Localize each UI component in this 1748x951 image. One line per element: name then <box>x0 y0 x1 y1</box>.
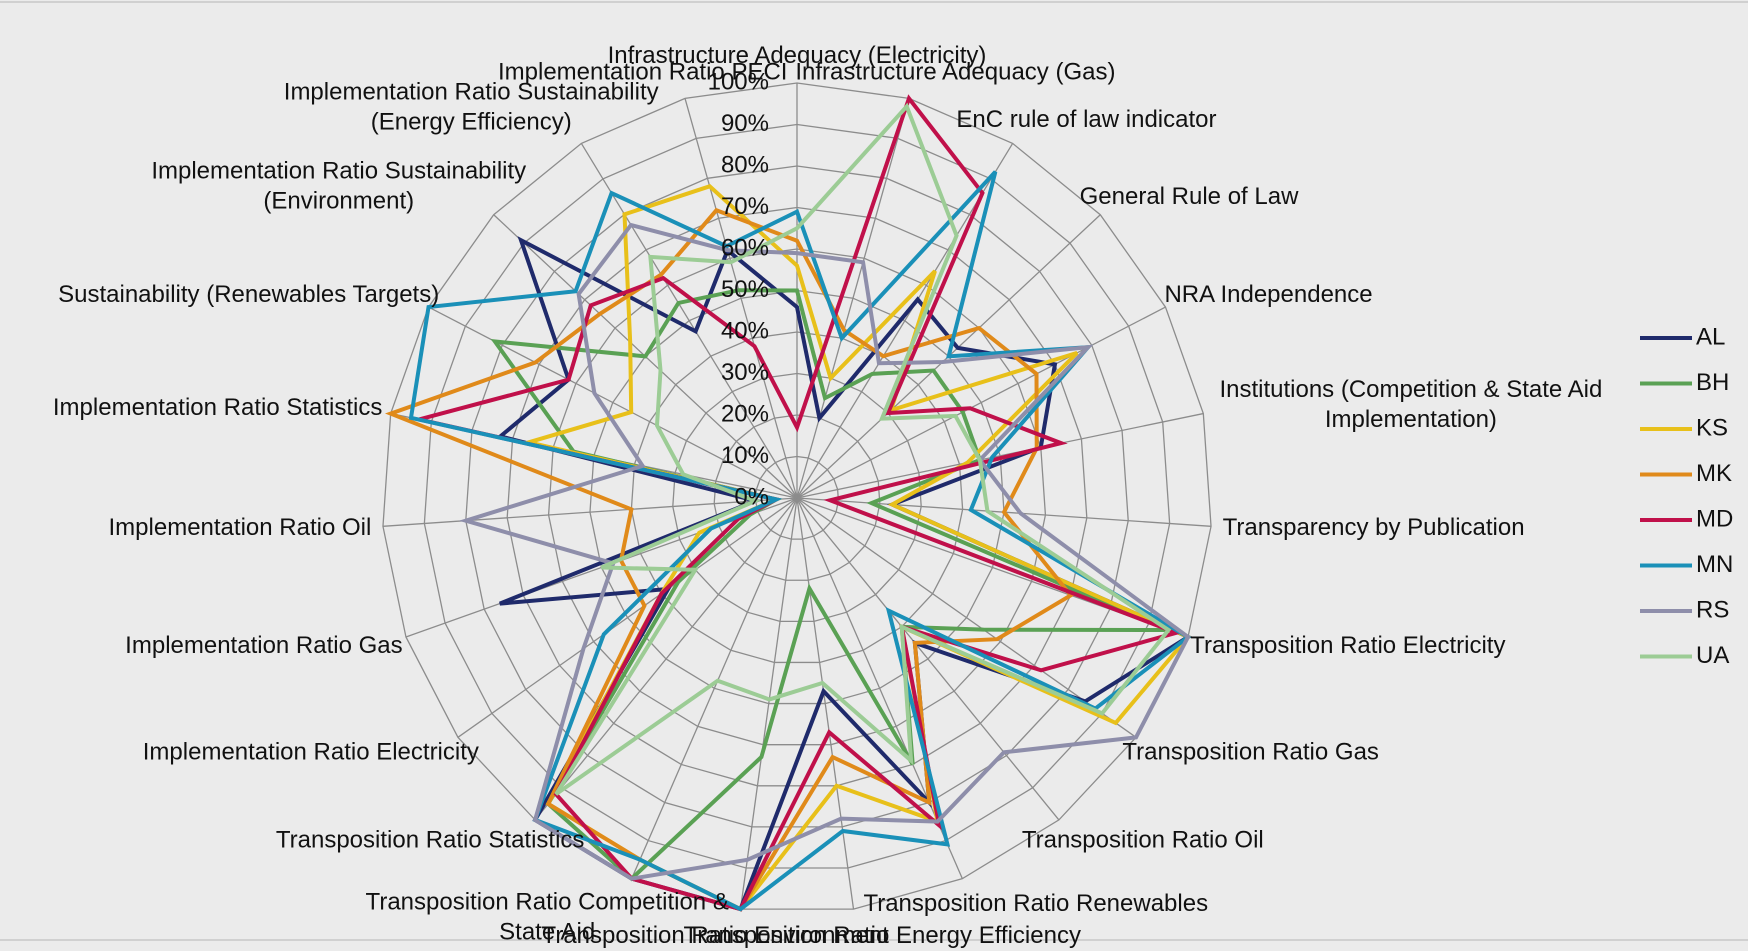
category-label: Transposition Ratio Statistics <box>275 826 585 854</box>
r-tick-label: 40% <box>721 317 769 344</box>
series-line <box>418 94 1183 912</box>
category-label: Implementation Ratio Sustainability (Env… <box>151 157 527 215</box>
r-tick-label: 30% <box>721 359 769 386</box>
category-label: EnC rule of law indicator <box>956 106 1217 134</box>
category-label: Transposition Ratio Environment <box>541 921 889 949</box>
category-label: Implementation Ratio Electricity <box>142 738 479 766</box>
category-label: Transposition Ratio Energy Efficiency <box>683 921 1081 949</box>
category-label: Transposition Ratio Competition & State … <box>365 888 729 946</box>
legend: AL BH KS MK MD MN RS UA <box>1640 323 1733 669</box>
category-label: Transposition Ratio Electricity <box>1190 632 1506 660</box>
spoke <box>796 497 855 910</box>
plots <box>384 94 1193 912</box>
spoke <box>796 98 910 499</box>
category-label: Implementation Ratio Oil <box>108 514 372 542</box>
grid-ring <box>589 289 1005 705</box>
category-label: Transposition Ratio Gas <box>1122 738 1379 766</box>
series-line <box>496 236 1193 912</box>
category-label: Implementation Ratio Statistics <box>52 394 383 422</box>
spoke <box>580 143 798 499</box>
spoke <box>684 98 798 499</box>
spoke <box>796 306 1166 499</box>
category-label: Transposition Ratio Renewables <box>863 889 1209 917</box>
series-line <box>384 207 1074 912</box>
category-label: Sustainability (Renewables Targets) <box>58 280 440 308</box>
category-label: NRA Independence <box>1164 280 1373 308</box>
category-label: Institutions (Competition & State Aid Im… <box>1219 376 1603 434</box>
grid-ring <box>672 372 922 622</box>
r-tick-label: 100% <box>708 68 769 95</box>
category-label: Implementation Ratio Gas <box>125 632 403 660</box>
r-tick-label: 90% <box>721 110 769 137</box>
category-label: Infrastructure Adequacy (Electricity) <box>607 42 987 69</box>
legend-label: KS <box>1696 414 1728 441</box>
grid-ring <box>713 414 881 581</box>
grid-ring <box>754 455 840 540</box>
legend-label: BH <box>1696 369 1729 396</box>
spoke <box>382 497 798 527</box>
category-label: Transposition Ratio Oil <box>1021 826 1264 854</box>
series-line <box>458 222 1191 881</box>
series-line <box>554 102 1172 796</box>
r-tick-label: 10% <box>721 442 769 469</box>
ticks: 0% 10% 20% 30% 40% 50% 60% 70% 80% 90% 100% <box>708 68 769 510</box>
r-tick-label: 60% <box>721 234 769 261</box>
series-line <box>490 288 1170 882</box>
legend-label: MN <box>1696 551 1733 578</box>
legend-label: MK <box>1696 460 1732 487</box>
spoke <box>457 497 798 738</box>
spoke <box>631 497 798 879</box>
category-label: General Rule of Law <box>1079 182 1299 210</box>
spoke <box>534 497 798 821</box>
legend-label: AL <box>1696 323 1725 350</box>
r-tick-label: 50% <box>721 276 769 303</box>
grid-ring <box>382 82 1212 910</box>
spoke <box>739 497 798 910</box>
category-label: Implementation Ratio PECI <box>497 58 788 86</box>
spoke <box>428 306 798 499</box>
r-tick-label: 70% <box>721 193 769 220</box>
legend-label: MD <box>1696 505 1733 532</box>
r-tick-label: 80% <box>721 151 769 178</box>
legend-label: UA <box>1696 642 1729 669</box>
legend-label: RS <box>1696 596 1729 623</box>
spoke <box>796 497 1060 821</box>
category-label: Transparency by Publication <box>1222 514 1525 542</box>
r-tick-label: 0% <box>734 483 769 510</box>
r-tick-label: 20% <box>721 400 769 427</box>
spoke <box>796 412 1204 499</box>
grid-ring <box>465 165 1129 828</box>
category-label: Infrastructure Adequacy (Gas) <box>795 58 1116 86</box>
series-line <box>520 184 1192 912</box>
category-label: Implementation Ratio Sustainability (Ene… <box>283 78 659 136</box>
